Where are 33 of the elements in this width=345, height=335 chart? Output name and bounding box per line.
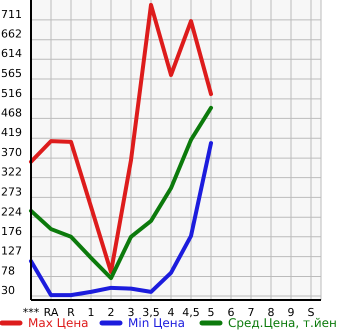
y-tick-label: 370 bbox=[1, 146, 22, 160]
y-tick-label: 30 bbox=[1, 284, 15, 297]
y-tick-label: 419 bbox=[1, 126, 22, 140]
y-tick-label: 565 bbox=[1, 67, 22, 80]
y-tick-label: 711 bbox=[1, 8, 22, 21]
y-tick-label: 614 bbox=[1, 47, 22, 60]
legend-label: Min Цена bbox=[128, 316, 186, 330]
y-tick-label: 662 bbox=[1, 28, 22, 41]
y-tick-label: 78 bbox=[1, 264, 15, 278]
x-tick-label: 3 bbox=[128, 306, 134, 319]
x-tick-label: 2 bbox=[108, 306, 114, 319]
x-tick-label: 7 bbox=[248, 306, 254, 319]
x-tick-label: 5 bbox=[208, 306, 214, 319]
x-tick-label: 8 bbox=[268, 306, 274, 319]
x-tick-label: *** bbox=[22, 306, 40, 319]
y-tick-label: 322 bbox=[1, 166, 22, 179]
x-tick-label: R bbox=[67, 306, 76, 319]
y-tick-label: 176 bbox=[1, 224, 22, 238]
legend-label: Max Цена bbox=[28, 316, 89, 330]
x-tick-label: RA bbox=[44, 306, 59, 319]
x-tick-label: 1 bbox=[88, 306, 94, 319]
x-tick-label: S bbox=[308, 306, 315, 319]
y-tick-label: 273 bbox=[1, 185, 22, 198]
x-tick-label: 4 bbox=[168, 306, 174, 319]
x-tick-label: 9 bbox=[288, 306, 294, 319]
y-tick-label: 127 bbox=[1, 244, 22, 258]
y-tick-label: 468 bbox=[1, 106, 22, 120]
legend-label: Сред.Цена, т.йен bbox=[228, 316, 337, 330]
y-tick-label: 224 bbox=[1, 205, 22, 218]
y-tick-label: 516 bbox=[1, 86, 22, 100]
x-tick-label: 4,5 bbox=[182, 306, 200, 319]
x-tick-label: 3,5 bbox=[142, 306, 160, 319]
x-tick-label: 6 bbox=[228, 306, 234, 319]
